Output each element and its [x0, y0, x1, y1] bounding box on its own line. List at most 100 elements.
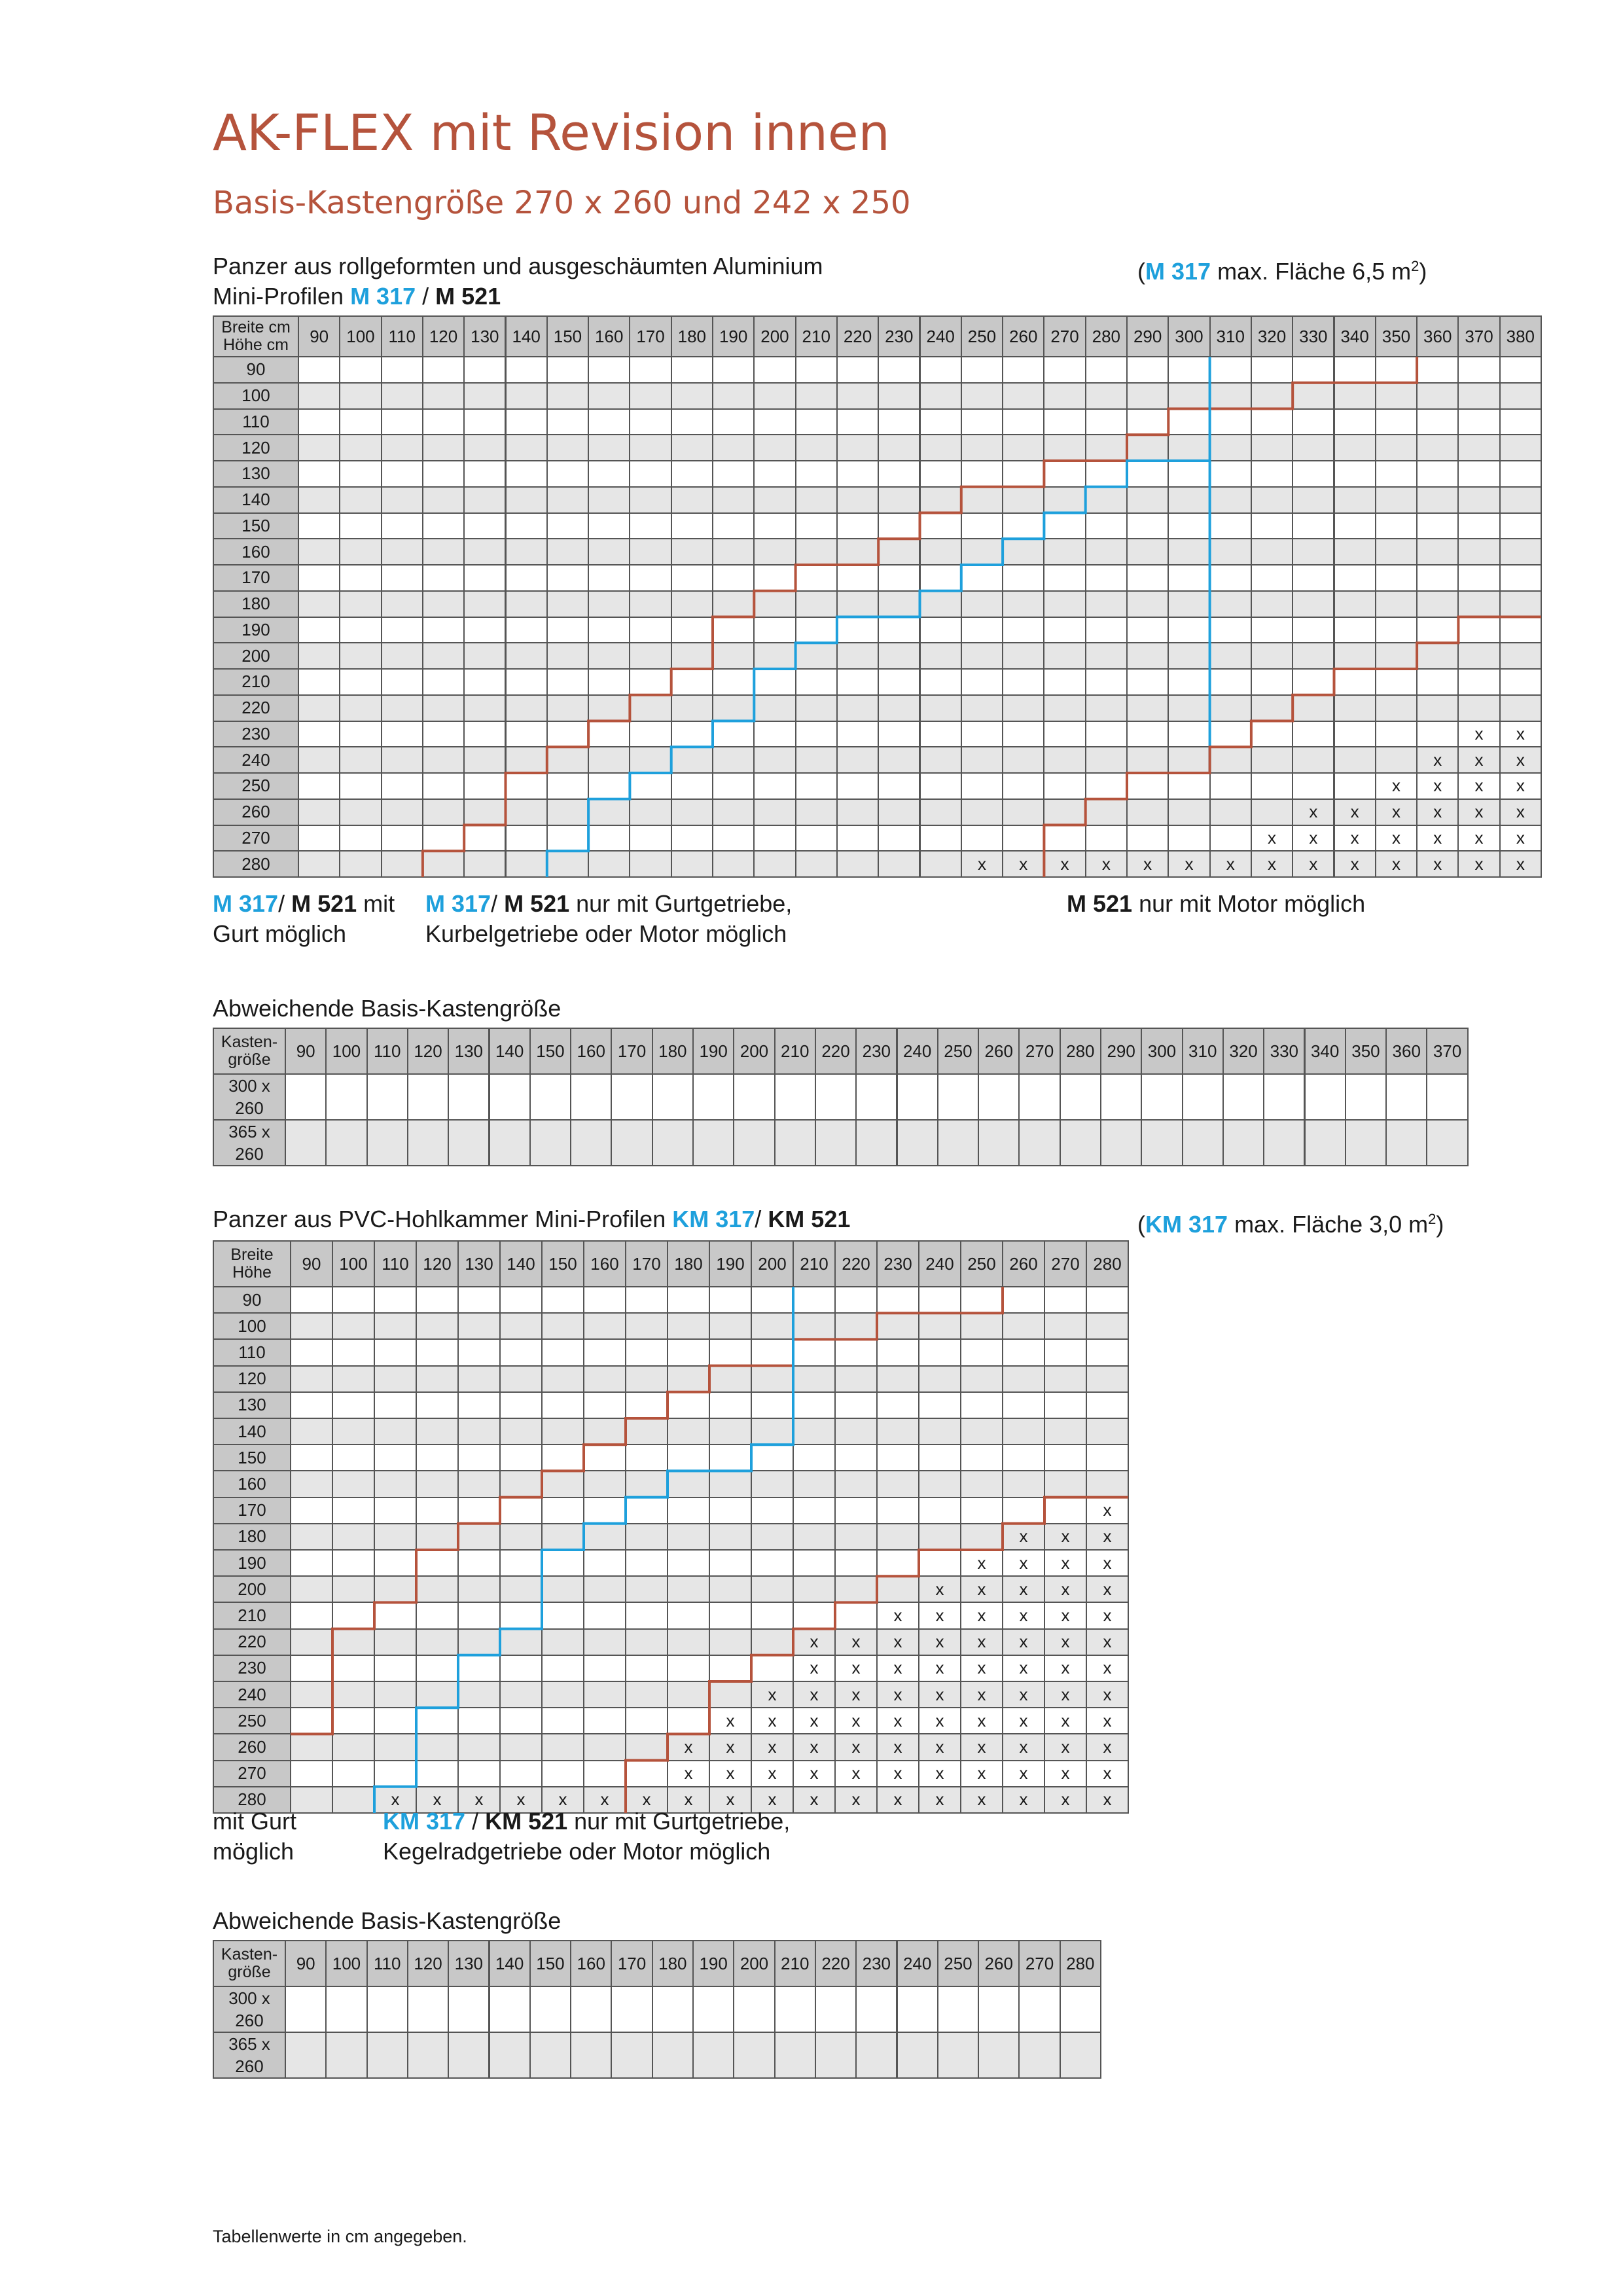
- table-cell: [629, 538, 672, 565]
- table-cell: [463, 746, 507, 774]
- table-cell: [541, 1549, 584, 1577]
- table-cell: [793, 1365, 836, 1393]
- table-cell: x: [1499, 850, 1542, 878]
- table-cell: [421, 512, 465, 540]
- column-header: 130: [448, 1940, 490, 1987]
- table-cell: [1043, 746, 1086, 774]
- table-cell: [298, 564, 341, 592]
- column-header: 270: [1018, 1028, 1061, 1075]
- table-cell: [298, 694, 341, 722]
- table-cell: [1168, 408, 1211, 436]
- table-cell: [1292, 356, 1335, 384]
- table-cell: [1084, 616, 1128, 644]
- table-cell: x: [960, 1707, 1003, 1735]
- table-cell: [712, 356, 755, 384]
- table-cell: x: [1168, 850, 1211, 878]
- table-cell: [670, 798, 713, 826]
- table-cell: [1084, 590, 1128, 618]
- table-cell: x: [918, 1733, 961, 1761]
- table-cell: [339, 694, 382, 722]
- corner-label: Kasten-: [221, 1033, 278, 1051]
- table-cell: [936, 1073, 980, 1121]
- table-cell: [332, 1549, 375, 1577]
- table-cell: [1292, 668, 1335, 696]
- column-header: 280: [1084, 315, 1128, 357]
- table-cell: x: [793, 1733, 836, 1761]
- table-cell: [1168, 616, 1211, 644]
- table-cell: [836, 720, 880, 748]
- table-cell: [1416, 382, 1459, 410]
- table-cell: [712, 824, 755, 852]
- table-cell: [374, 1733, 417, 1761]
- column-header: 100: [325, 1940, 368, 1987]
- table-cell: [876, 1418, 919, 1446]
- table-cell: [499, 1733, 543, 1761]
- table-cell: [753, 538, 796, 565]
- table-cell: [918, 1391, 961, 1419]
- table-cell: [406, 1986, 450, 2033]
- table-cell: [1292, 590, 1335, 618]
- table-cell: [339, 564, 382, 592]
- column-header: 170: [625, 1240, 668, 1287]
- table-cell: [457, 1654, 501, 1682]
- table-cell: [1457, 460, 1501, 488]
- table-cell: [629, 434, 672, 461]
- table-cell: [960, 1418, 1003, 1446]
- corner-label: Höhe: [232, 1263, 272, 1282]
- table-cell: [751, 1628, 794, 1656]
- table-cell: [1126, 798, 1169, 826]
- table-cell: [1126, 772, 1169, 800]
- column-header: 160: [570, 1940, 613, 1987]
- table-cell: [629, 694, 672, 722]
- table-cell: [774, 1986, 816, 2033]
- s2-note2-km317: KM 317: [383, 1808, 466, 1835]
- column-header: 240: [919, 315, 962, 357]
- table-cell: [1059, 1986, 1101, 2033]
- table-cell: [1250, 720, 1294, 748]
- row-header: 240: [213, 746, 299, 774]
- table-cell: [625, 1470, 668, 1498]
- table-cell: [709, 1654, 752, 1682]
- row-header: 170: [213, 1496, 291, 1524]
- table-cell: [794, 382, 838, 410]
- table-cell: [499, 1549, 543, 1577]
- table-cell: [583, 1444, 626, 1472]
- table-cell: [546, 694, 590, 722]
- table-cell: x: [1374, 850, 1418, 878]
- table-cell: [499, 1286, 543, 1314]
- table-cell: [876, 1549, 919, 1577]
- table-cell: [505, 590, 548, 618]
- table-cell: [463, 564, 507, 592]
- column-header: 260: [1002, 1240, 1045, 1287]
- table-cell: x: [1044, 1733, 1087, 1761]
- table-cell: [709, 1549, 752, 1577]
- table-cell: [1043, 538, 1086, 565]
- table-cell: [463, 590, 507, 618]
- table-cell: [1457, 512, 1501, 540]
- table-cell: [709, 1575, 752, 1604]
- table-cell: x: [1457, 720, 1501, 748]
- table-cell: [753, 408, 796, 436]
- column-header: 330: [1263, 1028, 1306, 1075]
- table-cell: [421, 356, 465, 384]
- table-cell: [1126, 720, 1169, 748]
- table-corner: Kasten-größe: [213, 1940, 286, 1987]
- table-corner: Kasten-größe: [213, 1028, 286, 1075]
- table-cell: [583, 1733, 626, 1761]
- table-cell: [374, 1602, 417, 1630]
- table-cell: [421, 772, 465, 800]
- table-cell: [421, 564, 465, 592]
- column-header: 270: [1043, 315, 1086, 357]
- column-header: 180: [651, 1028, 694, 1075]
- table-cell: [753, 694, 796, 722]
- table-cell: [751, 1549, 794, 1577]
- table-cell: [583, 1496, 626, 1524]
- table-cell: x: [834, 1707, 878, 1735]
- table-cell: [1457, 668, 1501, 696]
- table-cell: [380, 720, 423, 748]
- table-cell: [1374, 460, 1418, 488]
- table-cell: [1374, 616, 1418, 644]
- table-cell: [298, 538, 341, 565]
- table-cell: x: [1499, 824, 1542, 852]
- table-cell: [583, 1707, 626, 1735]
